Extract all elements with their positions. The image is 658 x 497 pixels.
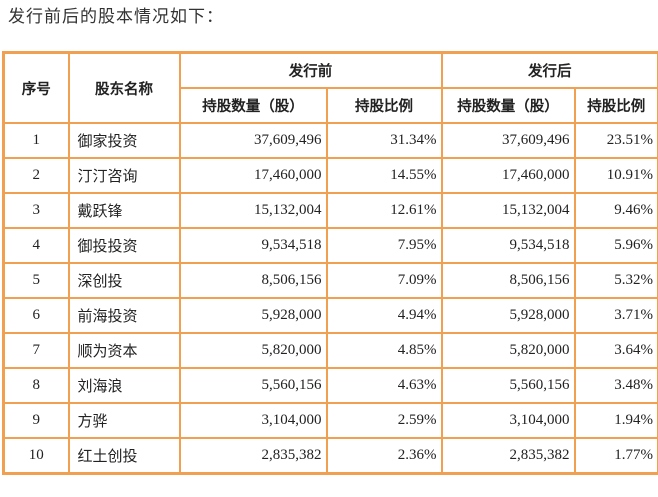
name-cell: 方骅 [67, 402, 181, 439]
seq-cell: 8 [2, 367, 70, 404]
before-qty-cell: 2,835,382 [178, 437, 328, 475]
name-cell: 深创投 [67, 262, 181, 299]
before-ratio-cell: 14.55% [325, 157, 443, 194]
table-row: 7 顺为资本 5,820,000 4.85% 5,820,000 3.64% [2, 332, 658, 369]
before-ratio-cell: 4.85% [325, 332, 443, 369]
name-cell: 红土创投 [67, 437, 181, 475]
table-row: 4 御投投资 9,534,518 7.95% 9,534,518 5.96% [2, 227, 658, 264]
header-after-qty: 持股数量（股） [440, 87, 576, 124]
name-cell: 御家投资 [67, 122, 181, 159]
table-row: 9 方骅 3,104,000 2.59% 3,104,000 1.94% [2, 402, 658, 439]
after-qty-cell: 5,928,000 [440, 297, 576, 334]
after-ratio-cell: 9.46% [573, 192, 658, 229]
after-qty-cell: 5,560,156 [440, 367, 576, 404]
after-qty-cell: 9,534,518 [440, 227, 576, 264]
seq-cell: 10 [2, 437, 70, 475]
table-row: 3 戴跃锋 15,132,004 12.61% 15,132,004 9.46% [2, 192, 658, 229]
intro-text: 发行前后的股本情况如下： [8, 7, 224, 26]
before-qty-cell: 9,534,518 [178, 227, 328, 264]
after-qty-cell: 15,132,004 [440, 192, 576, 229]
before-qty-cell: 8,506,156 [178, 262, 328, 299]
table-row: 10 红土创投 2,835,382 2.36% 2,835,382 1.77% [2, 437, 658, 475]
name-cell: 前海投资 [67, 297, 181, 334]
after-qty-cell: 5,820,000 [440, 332, 576, 369]
before-qty-cell: 15,132,004 [178, 192, 328, 229]
before-qty-cell: 5,560,156 [178, 367, 328, 404]
before-qty-cell: 3,104,000 [178, 402, 328, 439]
after-ratio-cell: 3.71% [573, 297, 658, 334]
after-ratio-cell: 1.77% [573, 437, 658, 475]
before-qty-cell: 5,928,000 [178, 297, 328, 334]
header-after: 发行后 [440, 51, 658, 89]
before-qty-cell: 37,609,496 [178, 122, 328, 159]
name-cell: 顺为资本 [67, 332, 181, 369]
after-ratio-cell: 23.51% [573, 122, 658, 159]
header-seq: 序号 [2, 51, 70, 124]
table-row: 1 御家投资 37,609,496 31.34% 37,609,496 23.51% [2, 122, 658, 159]
seq-cell: 5 [2, 262, 70, 299]
after-ratio-cell: 10.91% [573, 157, 658, 194]
name-cell: 戴跃锋 [67, 192, 181, 229]
after-ratio-cell: 5.96% [573, 227, 658, 264]
after-qty-cell: 17,460,000 [440, 157, 576, 194]
seq-cell: 9 [2, 402, 70, 439]
table-row: 5 深创投 8,506,156 7.09% 8,506,156 5.32% [2, 262, 658, 299]
name-cell: 汀汀咨询 [67, 157, 181, 194]
before-ratio-cell: 7.09% [325, 262, 443, 299]
seq-cell: 1 [2, 122, 70, 159]
before-ratio-cell: 12.61% [325, 192, 443, 229]
before-qty-cell: 5,820,000 [178, 332, 328, 369]
after-qty-cell: 37,609,496 [440, 122, 576, 159]
after-qty-cell: 3,104,000 [440, 402, 576, 439]
header-before-qty: 持股数量（股） [178, 87, 328, 124]
name-cell: 刘海浪 [67, 367, 181, 404]
shareholding-table: 序号 股东名称 发行前 发行后 持股数量（股） 持股比例 持股数量（股） 持股比… [2, 51, 658, 475]
header-before-ratio: 持股比例 [325, 87, 443, 124]
before-ratio-cell: 31.34% [325, 122, 443, 159]
before-ratio-cell: 4.63% [325, 367, 443, 404]
table-row: 8 刘海浪 5,560,156 4.63% 5,560,156 3.48% [2, 367, 658, 404]
header-after-ratio: 持股比例 [573, 87, 658, 124]
before-qty-cell: 17,460,000 [178, 157, 328, 194]
seq-cell: 6 [2, 297, 70, 334]
seq-cell: 4 [2, 227, 70, 264]
after-qty-cell: 8,506,156 [440, 262, 576, 299]
before-ratio-cell: 2.36% [325, 437, 443, 475]
before-ratio-cell: 4.94% [325, 297, 443, 334]
before-ratio-cell: 2.59% [325, 402, 443, 439]
table-row: 6 前海投资 5,928,000 4.94% 5,928,000 3.71% [2, 297, 658, 334]
seq-cell: 7 [2, 332, 70, 369]
table-row: 2 汀汀咨询 17,460,000 14.55% 17,460,000 10.91% [2, 157, 658, 194]
seq-cell: 2 [2, 157, 70, 194]
after-ratio-cell: 3.48% [573, 367, 658, 404]
after-qty-cell: 2,835,382 [440, 437, 576, 475]
header-name: 股东名称 [67, 51, 181, 124]
before-ratio-cell: 7.95% [325, 227, 443, 264]
seq-cell: 3 [2, 192, 70, 229]
after-ratio-cell: 3.64% [573, 332, 658, 369]
after-ratio-cell: 5.32% [573, 262, 658, 299]
name-cell: 御投投资 [67, 227, 181, 264]
header-before: 发行前 [178, 51, 443, 89]
after-ratio-cell: 1.94% [573, 402, 658, 439]
